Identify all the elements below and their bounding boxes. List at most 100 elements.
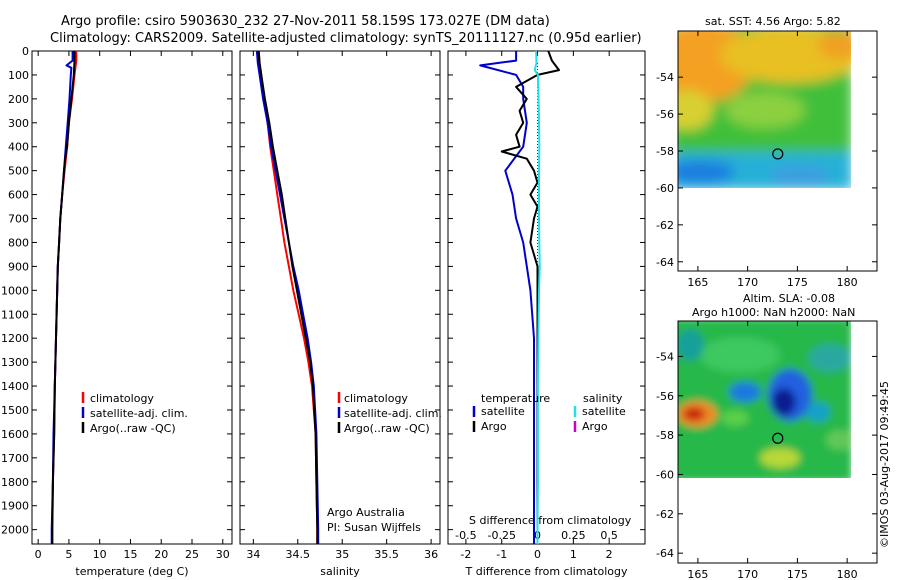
legend-label-t-argo: Argo (481, 420, 507, 433)
salinity-series-argo-raw-qc- (257, 50, 319, 544)
difference-xtick-label: 0 (534, 548, 541, 561)
salinity-frame (239, 50, 441, 545)
depth-tick-label: 1900 (1, 500, 29, 513)
temperature-xtick-label: 20 (154, 548, 168, 561)
sla-map-axes: 165 170 175 180 -54 -56 -58 -60 -62 -64 (656, 321, 877, 580)
map-ytick-label: -60 (656, 468, 674, 481)
temperature-xtick-label: 5 (65, 548, 72, 561)
depth-tick-label: 1800 (1, 476, 29, 489)
difference-panel: -2 -1 0 1 2-0.5 -0.25 0 0.25 0.5T difference fro… (447, 50, 646, 578)
temperature-xtick-label: 25 (185, 548, 199, 561)
map-ytick-label: -60 (656, 182, 674, 195)
depth-tick-label: 600 (8, 189, 29, 202)
depth-tick-label: 900 (8, 260, 29, 273)
map-xtick-label: 170 (737, 276, 758, 289)
depth-tick-label: 1700 (1, 452, 29, 465)
depth-tick-label: 1300 (1, 356, 29, 369)
salinity-xtick-label: 35.5 (374, 548, 399, 561)
difference-xtick2-label: 0.5 (600, 529, 618, 542)
legend-label-t-satellite: satellite (481, 405, 525, 418)
difference-frame (447, 50, 646, 545)
temperature-xtick-label: 30 (216, 548, 230, 561)
difference-xtick-label: -2 (460, 548, 471, 561)
temperature-series-climatology (51, 51, 78, 544)
salinity-xlabel: salinity (320, 565, 360, 578)
salinity-legend: climatology satellite-adj. clim. Argo(..… (327, 392, 442, 534)
sla-map-frame (677, 320, 878, 564)
legend-title-temperature: temperature (481, 392, 550, 405)
sla-map-subtitle: Argo h1000: NaN h2000: NaN (692, 306, 855, 319)
difference-legend: temperature salinity satellite Argo sate… (469, 392, 632, 527)
temperature-frame (31, 50, 233, 545)
salinity-xtick-label: 36 (424, 548, 438, 561)
map-ytick-label: -64 (656, 256, 674, 269)
depth-tick-label: 500 (8, 165, 29, 178)
temperature-xtick-label: 15 (123, 548, 137, 561)
temperature-xtick-label: 10 (93, 548, 107, 561)
sst-map-field (678, 31, 877, 271)
legend-label-climatology: climatology (344, 392, 408, 405)
depth-tick-label: 2000 (1, 524, 29, 537)
depth-tick-label: 300 (8, 117, 29, 130)
map-ytick-label: -62 (656, 219, 674, 232)
map-xtick-label: 180 (837, 276, 858, 289)
legend-label-satellite: satellite-adj. clim. (344, 407, 442, 420)
difference-xtick-label: 2 (606, 548, 613, 561)
salinity-series-satellite-adj-clim- (255, 50, 320, 544)
difference-xtick-label: -1 (496, 548, 507, 561)
temperature-xlabel: temperature (deg C) (75, 565, 188, 578)
map-xtick-label: 165 (687, 568, 708, 580)
map-ytick-label: -58 (656, 429, 674, 442)
legend-label-s-argo: Argo (582, 420, 608, 433)
depth-tick-label: 200 (8, 93, 29, 106)
depth-tick-label: 1000 (1, 284, 29, 297)
figure-title-line1: Argo profile: csiro 5903630_232 27-Nov-2… (61, 14, 550, 29)
difference-series-s-satellite (533, 50, 541, 544)
legend-label-argo: Argo(..raw -QC) (90, 422, 176, 435)
map-ytick-label: -54 (656, 350, 674, 363)
map-ytick-label: -56 (656, 390, 674, 403)
difference-xtick2-label: -0.25 (487, 529, 515, 542)
depth-tick-label: 1500 (1, 404, 29, 417)
sst-map-title: sat. SST: 4.56 Argo: 5.82 (705, 15, 841, 28)
figure-title-line2: Climatology: CARS2009. Satellite-adjuste… (50, 31, 642, 46)
map-xtick-label: 175 (787, 276, 808, 289)
depth-tick-label: 0 (22, 45, 29, 58)
depth-tick-label: 400 (8, 141, 29, 154)
legend-label-s-satellite: satellite (582, 405, 626, 418)
sst-map-axes: 165 170 175 180 -54 -56 -58 -60 -62 -64 (656, 31, 877, 289)
temperature-xtick-label: 0 (35, 548, 42, 561)
legend-label-satellite: satellite-adj. clim. (90, 407, 188, 420)
depth-tick-label: 1400 (1, 380, 29, 393)
legend-label-argo: Argo(..raw -QC) (344, 422, 430, 435)
difference-xlabel: T difference from climatology (465, 565, 628, 578)
sla-float-marker (772, 432, 784, 444)
difference-xtick2-label: 0.25 (561, 529, 586, 542)
map-xtick-label: 165 (687, 276, 708, 289)
depth-tick-label: 1100 (1, 308, 29, 321)
map-xtick-label: 175 (787, 568, 808, 580)
annotation-pi: PI: Susan Wijffels (327, 521, 421, 534)
depth-tick-label: 1200 (1, 332, 29, 345)
sla-map-field (678, 321, 877, 563)
xlabel-s-difference: S difference from climatology (469, 514, 632, 527)
depth-tick-label: 1600 (1, 428, 29, 441)
difference-xtick2-label: -0.5 (455, 529, 476, 542)
map-ytick-label: -62 (656, 508, 674, 521)
salinity-xtick-label: 35 (335, 548, 349, 561)
depth-tick-label: 700 (8, 213, 29, 226)
difference-xtick-label: 1 (570, 548, 577, 561)
depth-tick-label: 800 (8, 236, 29, 249)
temperature-panel: 0100200300400500600700800900100011001200… (1, 45, 233, 578)
salinity-xtick-label: 34 (246, 548, 260, 561)
sla-map-title: Altim. SLA: -0.08 (743, 292, 835, 305)
map-xtick-label: 170 (737, 568, 758, 580)
depth-tick-label: 100 (8, 69, 29, 82)
temperature-legend: climatology satellite-adj. clim. Argo(..… (81, 392, 188, 435)
imos-credit: ©IMOS 03-Aug-2017 09:49:45 (878, 381, 891, 548)
map-ytick-label: -58 (656, 145, 674, 158)
salinity-panel: 34 34.5 35 35.5 36 salinity (239, 50, 441, 578)
temperature-series-argo-raw-qc- (51, 51, 76, 544)
difference-series-t-satellite (479, 51, 535, 544)
